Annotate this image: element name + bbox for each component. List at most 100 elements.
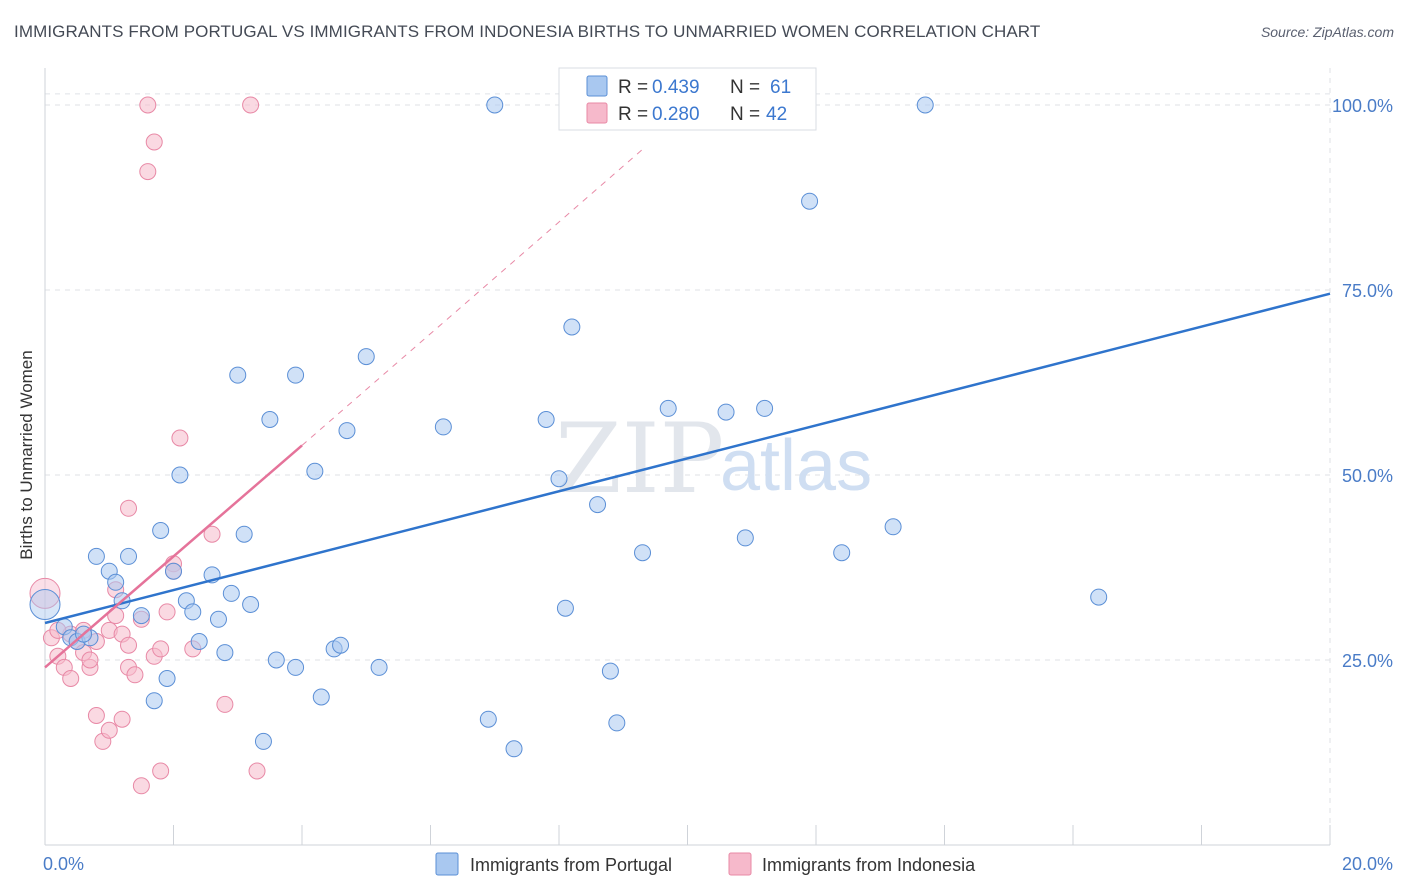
indonesia-trend-line [44, 444, 303, 669]
scatter-point [165, 562, 182, 580]
scatter-point [884, 518, 902, 536]
scatter-point [332, 636, 350, 654]
legend-n-label-portugal: N = [730, 77, 760, 98]
scatter-point [736, 529, 754, 547]
bottom-legend-label-portugal: Immigrants from Portugal [470, 855, 672, 875]
scatter-point [229, 366, 247, 384]
scatter-point [29, 589, 61, 620]
scatter-point [550, 470, 568, 488]
scatter-point [235, 525, 253, 543]
scatter-point [87, 707, 105, 724]
scatter-point [756, 399, 774, 417]
scatter-point [242, 96, 260, 114]
scatter-point [132, 777, 150, 795]
scatter-point [184, 603, 202, 621]
scatter-point [717, 403, 735, 421]
scatter-point [216, 695, 234, 713]
legend-swatch-portugal [586, 75, 608, 97]
watermark-atlas: atlas [720, 426, 872, 506]
scatter-point [1090, 588, 1108, 606]
scatter-point [203, 525, 221, 543]
scatter-point [120, 499, 138, 517]
scatter-point [158, 670, 176, 687]
legend-n-label-indonesia: N = [730, 104, 760, 125]
x-tick-labels: 0.0% 20.0% [43, 854, 1393, 874]
scatter-point [209, 610, 227, 628]
axes [44, 68, 1331, 846]
watermark: ZIP atlas [555, 403, 872, 515]
legend-r-value-indonesia: 0.280 [652, 104, 700, 125]
scatter-point [171, 429, 189, 447]
scatter-point [216, 644, 234, 662]
scatter-point [145, 692, 163, 710]
series-legend: Immigrants from Portugal Immigrants from… [435, 852, 976, 876]
bottom-legend-label-indonesia: Immigrants from Indonesia [762, 855, 976, 875]
portugal-points [29, 96, 1108, 758]
indonesia-points [29, 96, 266, 795]
correlation-legend: R = 0.439 N = 61 R = 0.280 N = 42 [558, 67, 817, 131]
scatter-point [248, 762, 266, 780]
scatter-point [312, 688, 330, 706]
scatter-point [132, 607, 150, 625]
legend-r-label-portugal: R = [618, 77, 648, 98]
chart-title: IMMIGRANTS FROM PORTUGAL VS IMMIGRANTS F… [14, 22, 1041, 41]
x-tick-label: 0.0% [43, 854, 84, 874]
scatter-point [242, 596, 260, 613]
scatter-point [267, 651, 285, 669]
scatter-point [139, 96, 157, 114]
scatter-point [916, 96, 934, 114]
scatter-point [357, 348, 375, 366]
source-credit: Source: ZipAtlas.com [1260, 24, 1394, 40]
legend-n-value-portugal: 61 [770, 77, 791, 98]
legend-r-value-portugal: 0.439 [652, 77, 700, 98]
scatter-point [563, 318, 581, 336]
scatter-point [833, 544, 851, 562]
scatter-point [537, 411, 555, 428]
indonesia-trend [44, 444, 303, 669]
y-axis-label: Births to Unmarried Women [17, 350, 36, 559]
scatter-point [254, 732, 272, 750]
scatter-point [601, 662, 619, 680]
legend-swatch-indonesia [586, 102, 608, 124]
x-tick-label: 20.0% [1342, 854, 1393, 874]
scatter-point [370, 658, 388, 676]
scatter-point [659, 399, 677, 417]
scatter-point [120, 636, 138, 654]
scatter-point [486, 96, 504, 114]
legend-n-value-indonesia: 42 [766, 104, 787, 125]
scatter-point [801, 192, 819, 210]
scatter-point [479, 710, 497, 728]
scatter-point [100, 721, 118, 739]
scatter-point [126, 666, 144, 684]
bottom-legend-swatch-portugal [435, 852, 459, 876]
bottom-legend-swatch-indonesia [728, 852, 752, 876]
scatter-point [145, 133, 163, 151]
scatter-point [287, 658, 305, 676]
scatter-point [62, 670, 80, 687]
indonesia-trend-dashed [301, 149, 643, 446]
scatter-point [107, 573, 125, 591]
y-tick-labels: 25.0% 50.0% 75.0% 100.0% [1332, 96, 1393, 671]
legend-r-label-indonesia: R = [618, 104, 648, 125]
scatter-point [556, 599, 574, 617]
scatter-point [589, 496, 607, 514]
scatter-point [113, 710, 131, 728]
portugal-trend [44, 292, 1331, 625]
y-tick-label: 25.0% [1342, 651, 1393, 671]
scatter-point [152, 640, 170, 658]
scatter-point [505, 740, 523, 758]
scatter-point [120, 547, 138, 565]
scatter-point [338, 422, 356, 440]
scatter-point [152, 522, 170, 539]
scatter-point [152, 762, 170, 780]
scatter-point [87, 547, 105, 565]
scatter-point [139, 163, 157, 181]
y-tick-label: 100.0% [1332, 96, 1393, 116]
scatter-point [434, 418, 452, 436]
scatter-point [261, 411, 279, 428]
scatter-point [190, 633, 208, 650]
y-tick-label: 50.0% [1342, 466, 1393, 486]
scatter-point [608, 714, 626, 732]
scatter-point [81, 651, 99, 669]
